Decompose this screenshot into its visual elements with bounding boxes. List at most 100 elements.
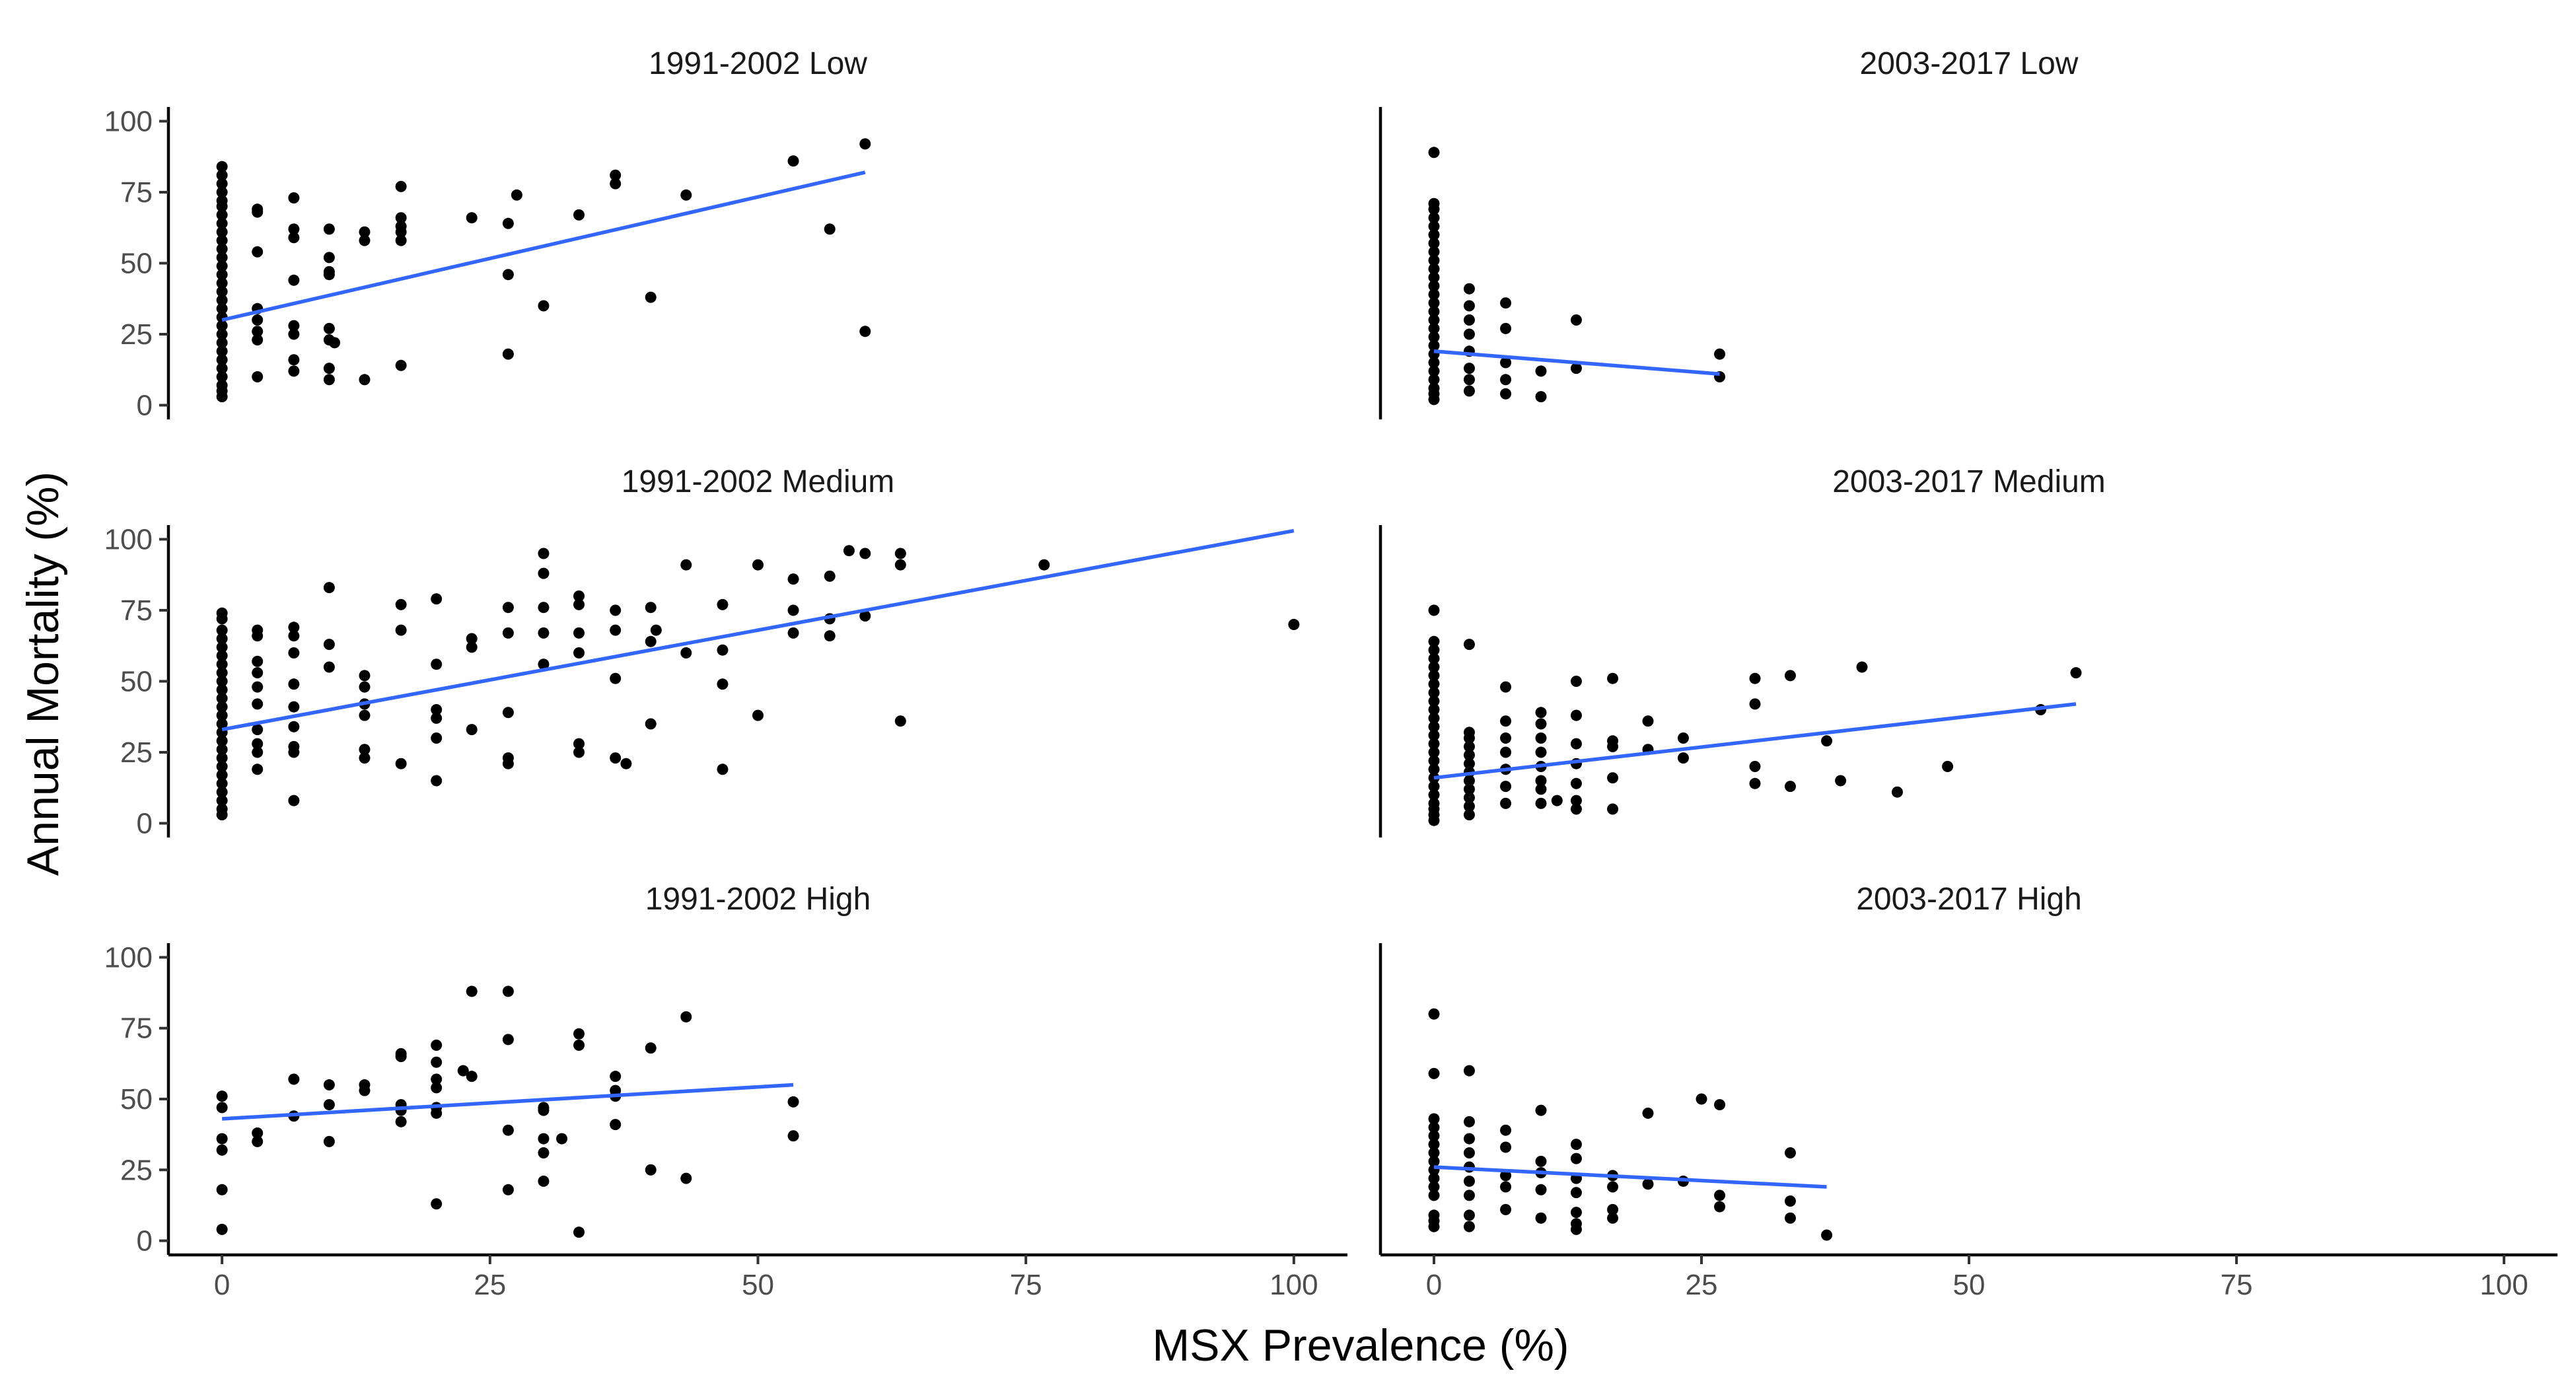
data-point — [680, 647, 692, 658]
data-point — [1463, 1133, 1475, 1145]
data-point — [1500, 797, 1512, 809]
data-point — [216, 302, 228, 314]
data-point — [323, 582, 335, 594]
y-tick-label: 0 — [137, 390, 153, 422]
data-point — [1428, 1181, 1440, 1193]
data-point — [717, 678, 729, 690]
data-point — [466, 212, 478, 224]
data-point — [1428, 365, 1440, 377]
data-point — [466, 724, 478, 736]
data-point — [431, 1056, 443, 1068]
data-point — [1428, 712, 1440, 724]
data-point — [1784, 1195, 1796, 1207]
data-point — [1677, 752, 1689, 764]
data-point — [1428, 280, 1440, 292]
data-point — [1714, 1201, 1726, 1213]
data-point — [1749, 761, 1761, 772]
data-point — [1500, 374, 1512, 386]
data-point — [359, 670, 371, 682]
data-point — [216, 769, 228, 781]
panel: 1991-2002 High 0 25 50 75 100 0 25 50 75 100 — [104, 882, 1347, 1301]
data-point — [1428, 1008, 1440, 1020]
data-point — [843, 545, 855, 557]
data-point — [216, 752, 228, 764]
data-point — [511, 189, 522, 201]
data-point — [216, 795, 228, 806]
data-point — [216, 294, 228, 306]
data-point — [1784, 1212, 1796, 1224]
data-point — [1428, 212, 1440, 224]
data-point — [1428, 1130, 1440, 1142]
data-point — [1463, 374, 1475, 386]
data-point — [1749, 777, 1761, 789]
data-point — [1535, 1212, 1547, 1224]
data-point — [216, 613, 228, 625]
data-point — [323, 1099, 335, 1111]
data-point — [216, 1223, 228, 1235]
data-point — [323, 269, 335, 281]
data-point — [1570, 1223, 1582, 1235]
data-point — [1428, 229, 1440, 240]
data-point — [502, 627, 514, 639]
data-point — [216, 744, 228, 756]
y-tick-label: 25 — [120, 318, 153, 351]
data-point — [1463, 775, 1475, 787]
data-point — [431, 1039, 443, 1051]
fit-line — [221, 528, 1295, 732]
data-point — [538, 627, 550, 639]
data-point — [1463, 1065, 1475, 1077]
data-point — [288, 328, 300, 340]
data-point — [824, 223, 836, 235]
data-point — [288, 630, 300, 642]
data-point — [573, 738, 585, 750]
data-point — [1856, 661, 1868, 673]
data-point — [431, 732, 443, 744]
data-point — [1714, 348, 1726, 360]
data-point — [1463, 314, 1475, 326]
data-point — [1463, 783, 1475, 795]
data-point — [395, 234, 407, 246]
data-point — [859, 138, 871, 150]
data-point — [1463, 1116, 1475, 1127]
data-point — [1428, 661, 1440, 673]
y-tick-label: 75 — [120, 1013, 153, 1045]
x-tick-label: 0 — [214, 1269, 230, 1301]
data-point — [431, 658, 443, 670]
data-point — [323, 322, 335, 334]
data-point — [1428, 394, 1440, 406]
data-point — [323, 374, 335, 386]
data-point — [1607, 1212, 1619, 1224]
data-point — [216, 786, 228, 798]
data-point — [1535, 718, 1547, 730]
data-point — [1428, 670, 1440, 682]
data-point — [323, 639, 335, 651]
data-point — [573, 1028, 585, 1040]
data-point — [252, 246, 264, 258]
data-point — [431, 1082, 443, 1094]
data-point — [787, 1130, 799, 1142]
data-point — [1428, 1190, 1440, 1201]
y-tick-label: 50 — [120, 666, 153, 698]
data-point — [252, 371, 264, 382]
panel-title: 2003-2017 Low — [1860, 46, 2079, 81]
y-tick-label: 25 — [120, 1154, 153, 1186]
data-point — [645, 602, 657, 614]
data-point — [1570, 1153, 1582, 1164]
data-point — [1784, 1147, 1796, 1159]
y-tick-label: 75 — [120, 176, 153, 209]
data-point — [787, 604, 799, 616]
data-point — [573, 746, 585, 758]
data-point — [1428, 339, 1440, 351]
data-point — [1428, 322, 1440, 334]
data-point — [573, 598, 585, 610]
data-point — [502, 1034, 514, 1046]
data-point — [288, 1073, 300, 1085]
data-point — [573, 1039, 585, 1051]
data-point — [1500, 781, 1512, 793]
data-point — [252, 738, 264, 750]
data-point — [645, 718, 657, 730]
data-point — [502, 348, 514, 360]
data-point — [650, 624, 662, 636]
data-point — [252, 681, 264, 693]
data-point — [1535, 746, 1547, 758]
